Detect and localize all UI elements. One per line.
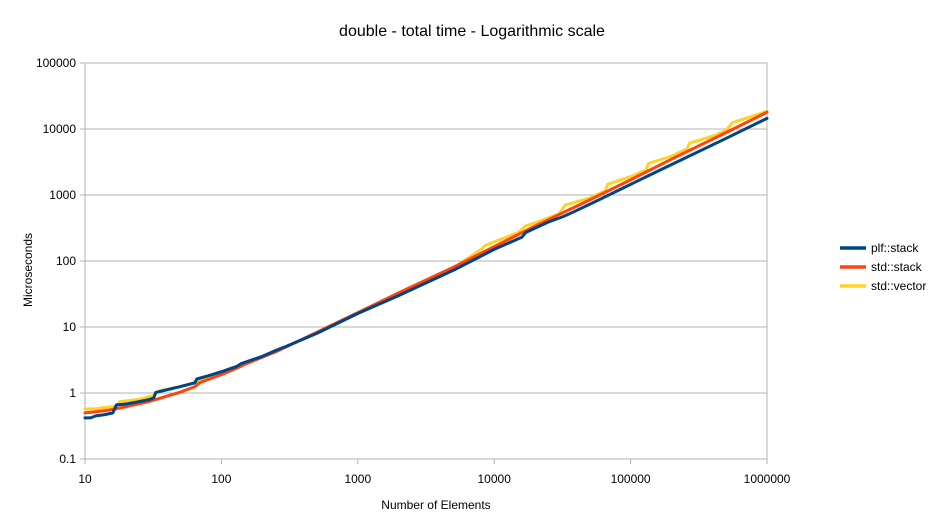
y-tick-label: 0.1 [59,452,76,466]
series-line-std-vector [83,109,769,411]
x-axis-label: Number of Elements [381,498,490,512]
x-tick-label: 100000 [611,472,651,486]
x-tick-label: 10000 [478,472,512,486]
y-tick-label: 1 [69,386,76,400]
x-axis: 10 100 1000 10000 100000 1000000 [78,459,791,486]
series-lines [83,109,769,420]
y-tick-label: 100000 [36,56,76,70]
legend-label: std::vector [871,279,926,293]
legend-label: std::stack [871,260,923,274]
x-tick-label: 1000 [344,472,371,486]
x-tick-label: 10 [78,472,92,486]
x-tick-label: 100 [211,472,231,486]
chart-title: double - total time - Logarithmic scale [339,23,605,40]
series-line-plf-stack [83,116,769,420]
x-tick-label: 1000000 [744,472,791,486]
y-tick-label: 10 [63,320,77,334]
y-tick-label: 10000 [43,122,77,136]
y-axis-label: Microseconds [21,233,35,307]
gridlines [85,62,767,460]
y-tick-label: 100 [56,254,76,268]
y-axis: 0.1 1 10 100 1000 10000 100000 [36,56,85,466]
y-tick-label: 1000 [49,188,76,202]
legend-label: plf::stack [871,241,919,255]
